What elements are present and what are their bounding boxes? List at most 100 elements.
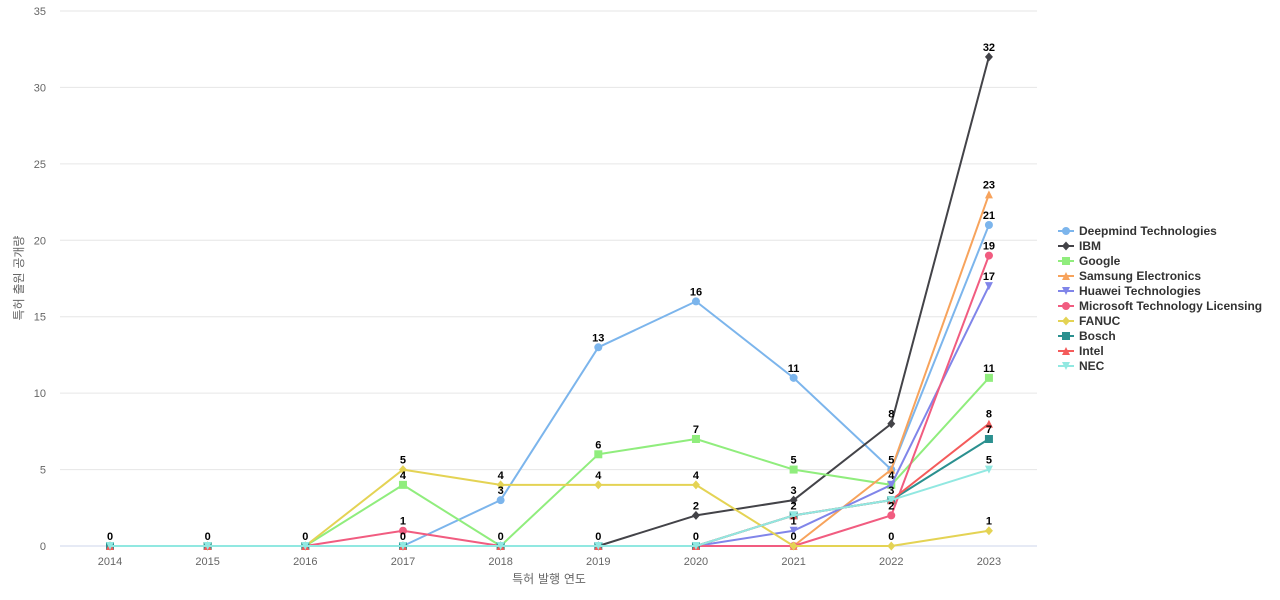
legend-item[interactable]: Intel bbox=[1058, 344, 1104, 358]
data-label: 4 bbox=[498, 470, 505, 482]
data-point bbox=[1062, 347, 1070, 355]
data-label: 19 bbox=[983, 241, 995, 253]
x-tick-label: 2016 bbox=[293, 556, 317, 568]
x-tick-label: 2014 bbox=[98, 556, 122, 568]
x-tick-labels: 2014 2015 2016 2017 2018 2019 2020 2021 2022 2023 bbox=[98, 556, 1001, 568]
data-label: 0 bbox=[595, 531, 601, 543]
data-label: 3 bbox=[888, 485, 894, 497]
data-point bbox=[1062, 316, 1070, 326]
data-point bbox=[1062, 362, 1070, 370]
series-line bbox=[110, 468, 990, 547]
data-point bbox=[496, 496, 505, 505]
series-google bbox=[106, 373, 993, 550]
y-tick-label: 5 bbox=[40, 465, 46, 477]
legend-item[interactable]: Deepmind Technologies bbox=[1058, 224, 1217, 238]
data-point bbox=[789, 541, 798, 551]
legend-label: Microsoft Technology Licensing bbox=[1079, 299, 1262, 313]
data-label: 8 bbox=[986, 409, 992, 421]
series-huawei-technologies bbox=[106, 282, 993, 550]
series-fanuc bbox=[106, 465, 993, 551]
y-tick-label: 30 bbox=[34, 82, 46, 94]
y-axis-title: 특허 출원 공개량 bbox=[12, 236, 26, 321]
data-label: 3 bbox=[498, 485, 504, 497]
data-label: 6 bbox=[595, 439, 601, 451]
data-label: 2 bbox=[888, 500, 894, 512]
series-bosch bbox=[106, 435, 993, 550]
data-label: 11 bbox=[788, 363, 800, 375]
data-label: 0 bbox=[693, 531, 699, 543]
data-point bbox=[1062, 257, 1070, 265]
data-label: 5 bbox=[791, 455, 797, 467]
x-tick-label: 2019 bbox=[586, 556, 610, 568]
series-line bbox=[110, 438, 990, 547]
data-label: 21 bbox=[983, 210, 995, 222]
x-tick-label: 2022 bbox=[879, 556, 903, 568]
legend-item[interactable]: Huawei Technologies bbox=[1058, 284, 1201, 298]
data-point bbox=[496, 542, 505, 550]
series-line bbox=[110, 285, 990, 547]
data-label: 13 bbox=[592, 332, 604, 344]
series-line bbox=[110, 255, 990, 547]
data-point bbox=[691, 480, 700, 490]
data-point bbox=[691, 510, 700, 520]
y-tick-label: 25 bbox=[34, 159, 46, 171]
y-tick-label: 35 bbox=[34, 6, 46, 18]
data-point bbox=[1062, 302, 1070, 310]
data-point bbox=[594, 450, 603, 459]
data-label: 1 bbox=[400, 516, 406, 528]
data-label: 16 bbox=[690, 286, 702, 298]
data-label: 0 bbox=[498, 531, 504, 543]
data-label: 5 bbox=[400, 455, 406, 467]
x-tick-label: 2020 bbox=[684, 556, 708, 568]
legend-item[interactable]: IBM bbox=[1058, 239, 1101, 253]
legend-label: Deepmind Technologies bbox=[1079, 224, 1217, 238]
data-point bbox=[1062, 332, 1070, 340]
legend-item[interactable]: FANUC bbox=[1058, 314, 1121, 328]
data-point bbox=[887, 541, 896, 551]
data-point bbox=[1062, 241, 1070, 251]
data-label: 7 bbox=[986, 424, 992, 436]
legend-item[interactable]: Google bbox=[1058, 254, 1121, 268]
series-line bbox=[110, 377, 990, 547]
legend-item[interactable]: Samsung Electronics bbox=[1058, 269, 1201, 283]
data-point bbox=[691, 297, 700, 306]
data-point bbox=[398, 465, 407, 475]
x-axis-title: 특허 발행 연도 bbox=[512, 571, 586, 586]
data-label: 2 bbox=[693, 500, 699, 512]
legend-label: FANUC bbox=[1079, 314, 1121, 328]
data-point bbox=[691, 542, 700, 550]
data-point bbox=[496, 480, 505, 490]
legend-item[interactable]: NEC bbox=[1058, 359, 1105, 373]
legend-label: Huawei Technologies bbox=[1079, 284, 1201, 298]
x-tick-label: 2021 bbox=[781, 556, 805, 568]
legend-item[interactable]: Bosch bbox=[1058, 329, 1116, 343]
data-point bbox=[106, 542, 114, 550]
data-label: 4 bbox=[888, 470, 895, 482]
y-tick-label: 15 bbox=[34, 312, 46, 324]
data-point bbox=[789, 495, 798, 505]
data-point bbox=[984, 251, 993, 260]
legend-label: Samsung Electronics bbox=[1079, 269, 1201, 283]
data-label: 4 bbox=[400, 470, 407, 482]
y-tick-label: 10 bbox=[34, 388, 46, 400]
data-point bbox=[594, 343, 603, 352]
y-tick-label: 20 bbox=[34, 235, 46, 247]
data-labels: 0 0 05410430136401674201153210854320322321… bbox=[107, 42, 995, 543]
series-samsung-electronics bbox=[106, 190, 993, 550]
legend-label: IBM bbox=[1079, 239, 1101, 253]
x-tick-label: 2018 bbox=[488, 556, 512, 568]
series-ibm bbox=[106, 52, 993, 551]
data-point bbox=[984, 282, 993, 291]
legend-label: Google bbox=[1079, 254, 1121, 268]
data-point bbox=[887, 496, 896, 505]
series-lines bbox=[106, 52, 993, 551]
data-label: 17 bbox=[983, 271, 995, 283]
data-point bbox=[984, 435, 993, 443]
data-label: 0 bbox=[400, 531, 406, 543]
data-label: 0 bbox=[107, 531, 113, 543]
legend-item[interactable]: Microsoft Technology Licensing bbox=[1058, 299, 1262, 313]
data-label: 7 bbox=[693, 424, 699, 436]
data-point bbox=[203, 542, 212, 550]
